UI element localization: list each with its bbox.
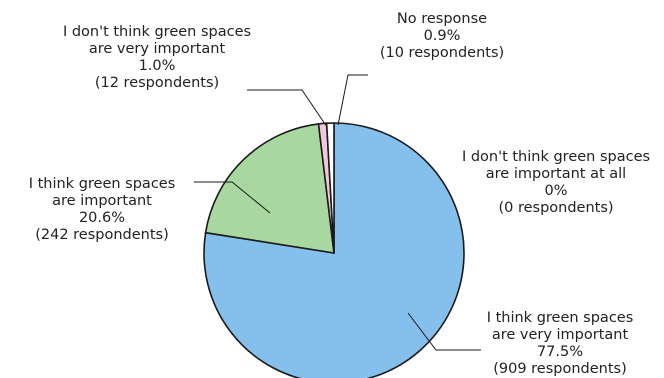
slice-label-line: are important — [52, 193, 152, 209]
slice-percent-label: 0.9% — [424, 28, 461, 44]
leader-line-1 — [194, 181, 271, 214]
slice-label-line: I think green spaces — [29, 176, 176, 192]
slice-label-line: I don't think green spaces — [63, 24, 251, 40]
pie-slice-3 — [325, 122, 335, 254]
pie-slice-1 — [204, 123, 335, 254]
slice-label-line: No response — [397, 11, 487, 27]
slice-label-3: No response 0.9% (10 respondents) — [380, 11, 504, 61]
slice-label-line: I don't think green spaces — [462, 149, 650, 165]
pie-slices — [203, 122, 465, 378]
slice-labels: I think green spaces are very important 77… — [29, 11, 650, 377]
slice-label-2: I don't think green spaces are very impor… — [63, 24, 251, 91]
leader-line-0 — [407, 312, 481, 351]
leader-line-3 — [337, 74, 368, 126]
slice-label-4: I don't think green spaces are important … — [462, 149, 650, 216]
leader-lines — [194, 74, 481, 351]
slice-label-line: I think green spaces — [487, 310, 634, 326]
slice-respondents-label: (12 respondents) — [95, 75, 219, 91]
slice-respondents-label: (909 respondents) — [493, 361, 627, 377]
slice-label-line: are very important — [89, 41, 226, 57]
slice-respondents-label: (0 respondents) — [498, 200, 613, 216]
slice-label-0: I think green spaces are very important 77… — [487, 310, 634, 377]
leader-line-2 — [247, 89, 328, 128]
slice-label-line: are very important — [492, 327, 629, 343]
slice-percent-label: 0% — [544, 183, 567, 199]
slice-respondents-label: (10 respondents) — [380, 45, 504, 61]
slice-percent-label: 20.6% — [79, 210, 125, 226]
slice-percent-label: 1.0% — [139, 58, 176, 74]
slice-label-line: are important at all — [486, 166, 626, 182]
pie-slice-0 — [203, 122, 465, 378]
slice-label-1: I think green spaces are important 20.6% (2… — [29, 176, 176, 243]
slice-respondents-label: (242 respondents) — [35, 227, 169, 243]
slice-percent-label: 77.5% — [537, 344, 583, 360]
